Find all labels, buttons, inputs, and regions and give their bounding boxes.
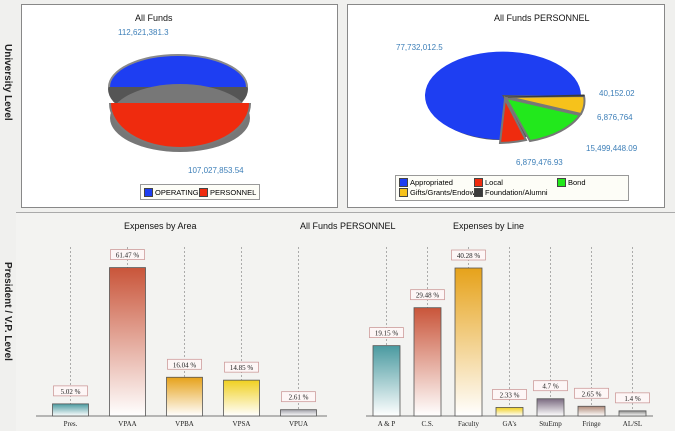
data-label: 16.04 % bbox=[173, 361, 197, 369]
expenses-by-line-chart: 19.15 % A & P 29.48 % C.S. 40.28 % Faculty 2.3… bbox=[366, 213, 656, 431]
data-label: 19.15 % bbox=[375, 330, 399, 338]
data-label: 2.65 % bbox=[582, 390, 602, 398]
legend-local: Local bbox=[474, 178, 503, 187]
category-label: Fringe bbox=[582, 420, 600, 428]
legend-operating: OPERATING bbox=[144, 188, 199, 197]
legend-label: Appropriated bbox=[410, 178, 453, 187]
category-label: StuEmp bbox=[539, 420, 562, 428]
legend-personnel: PERSONNEL bbox=[199, 188, 256, 197]
category-label: C.S. bbox=[421, 420, 433, 428]
category-label: A & P bbox=[378, 420, 396, 428]
legend-foundation: Foundation/Alumni bbox=[474, 188, 548, 197]
legend-appropriated: Appropriated bbox=[399, 178, 453, 187]
data-label: 2.61 % bbox=[289, 394, 309, 402]
bar-al-sl bbox=[619, 411, 646, 416]
data-label: 2.33 % bbox=[500, 391, 520, 399]
bar-pres- bbox=[53, 404, 89, 416]
legend-swatch bbox=[399, 178, 408, 187]
category-label: VPUA bbox=[289, 420, 308, 428]
bar-fringe bbox=[578, 406, 605, 416]
university-level-label: University Level bbox=[2, 44, 13, 121]
operating-slice bbox=[109, 55, 247, 87]
data-label: 4.7 % bbox=[542, 383, 559, 391]
bar-vpba bbox=[167, 377, 203, 416]
legend-label: Local bbox=[485, 178, 503, 187]
category-label: VPAA bbox=[118, 420, 136, 428]
category-label: VPSA bbox=[233, 420, 251, 428]
bar-vpua bbox=[281, 410, 317, 416]
legend-swatch bbox=[474, 178, 483, 187]
legend-bond: Bond bbox=[557, 178, 586, 187]
president-level-label: President / V.P. Level bbox=[2, 262, 13, 361]
bar-stuemp bbox=[537, 399, 564, 416]
data-label: 61.47 % bbox=[116, 252, 140, 260]
legend-gifts: Gifts/Grants/Endow bbox=[399, 188, 475, 197]
expenses-by-area-chart: 5.02 % Pres. 61.47 % VPAA 16.04 % VPBA 14.85 %… bbox=[36, 213, 336, 431]
all-funds-pie bbox=[22, 5, 337, 207]
legend-label: Foundation/Alumni bbox=[485, 188, 548, 197]
personnel-pie-panel: All Funds PERSONNEL 77,732,012.5 40,152.… bbox=[347, 4, 665, 208]
data-label: 29.48 % bbox=[416, 292, 440, 300]
category-label: Pres. bbox=[64, 420, 78, 428]
all-funds-pie-panel: All Funds 112,621,381.3 107,027,853.54 O… bbox=[21, 4, 338, 208]
legend-label: PERSONNEL bbox=[210, 188, 256, 197]
category-label: Faculty bbox=[458, 420, 479, 428]
legend-swatch bbox=[557, 178, 566, 187]
bar-c-s- bbox=[414, 308, 441, 416]
data-label: 40.28 % bbox=[457, 252, 481, 260]
personnel-legend: Appropriated Local Bond Gifts/Grants/End… bbox=[395, 175, 629, 201]
legend-label: OPERATING bbox=[155, 188, 199, 197]
category-label: GA's bbox=[502, 420, 516, 428]
bar-ga-s bbox=[496, 407, 523, 416]
bar-vpaa bbox=[110, 268, 146, 416]
category-label: AL/SL bbox=[623, 420, 642, 428]
legend-label: Gifts/Grants/Endow bbox=[410, 188, 475, 197]
legend-swatch bbox=[199, 188, 208, 197]
bar-vpsa bbox=[224, 380, 260, 416]
category-label: VPBA bbox=[175, 420, 194, 428]
legend-swatch bbox=[399, 188, 408, 197]
all-funds-legend: OPERATING PERSONNEL bbox=[140, 184, 260, 200]
bar-faculty bbox=[455, 268, 482, 416]
legend-label: Bond bbox=[568, 178, 586, 187]
legend-swatch bbox=[144, 188, 153, 197]
data-label: 1.4 % bbox=[624, 395, 641, 403]
president-vp-level-section: Expenses by Area All Funds PERSONNEL Exp… bbox=[16, 212, 675, 431]
bar-a-p bbox=[373, 346, 400, 416]
data-label: 5.02 % bbox=[61, 388, 81, 396]
legend-swatch bbox=[474, 188, 483, 197]
data-label: 14.85 % bbox=[230, 364, 254, 372]
